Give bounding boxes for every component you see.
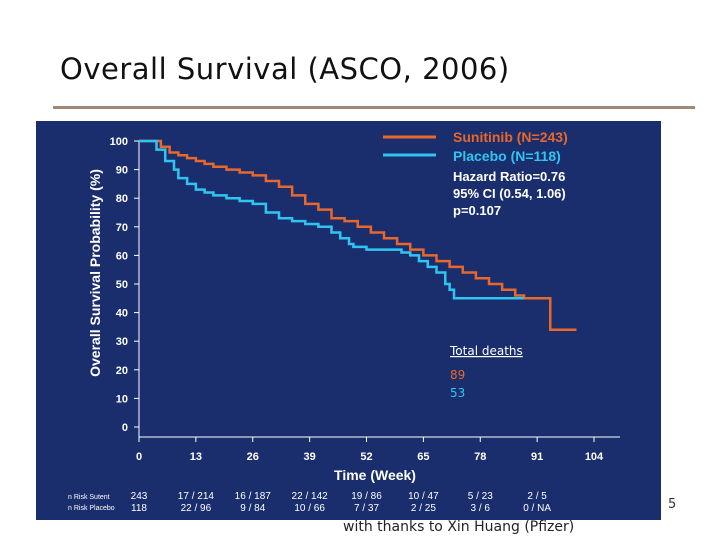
- legend-label-placebo: Placebo (N=118): [453, 148, 561, 164]
- slide-title: Overall Survival (ASCO, 2006): [60, 52, 510, 86]
- credit-text: with thanks to Xin Huang (Pfizer): [343, 519, 575, 535]
- risk-cell-placebo: 118: [131, 503, 147, 514]
- risk-cell-sutent: 19 / 86: [351, 491, 382, 502]
- risk-cell-placebo: 10 / 66: [294, 503, 325, 514]
- risk-cell-sutent: 22 / 142: [292, 491, 329, 502]
- risk-cell-sutent: 2 / 5: [527, 491, 547, 502]
- x-tick-label: 52: [360, 451, 372, 463]
- legend-label-sunitinib: Sunitinib (N=243): [453, 129, 568, 145]
- risk-row-label-placebo: n Risk Placebo: [68, 505, 115, 512]
- y-tick-label: 40: [116, 308, 128, 320]
- sunitinib-curve: [139, 139, 577, 332]
- y-tick-label: 90: [116, 165, 128, 177]
- total-deaths-label: Total deaths: [449, 344, 523, 358]
- placebo-deaths-value: 53: [450, 386, 465, 400]
- slide-number: 5: [668, 497, 677, 512]
- legend-stat: p=0.107: [453, 203, 501, 218]
- x-tick-label: 26: [247, 451, 259, 463]
- placebo-curve: [139, 139, 524, 300]
- y-tick-label: 70: [116, 222, 128, 234]
- y-tick-label: 30: [116, 336, 128, 348]
- risk-cell-sutent: 243: [131, 491, 148, 502]
- title-divider: [53, 106, 695, 109]
- x-tick-label: 0: [136, 451, 142, 463]
- risk-cell-placebo: 7 / 37: [354, 503, 379, 514]
- x-tick-label: 13: [190, 451, 202, 463]
- x-tick-label: 65: [417, 451, 429, 463]
- chart-panel: [36, 121, 661, 520]
- y-tick-label: 100: [110, 136, 128, 148]
- y-tick-label: 10: [116, 393, 128, 405]
- risk-row-label-sutent: n Risk Sutent: [68, 494, 110, 501]
- sunitinib-deaths-value: 89: [450, 368, 465, 382]
- y-axis-label: Overall Survival Probability (%): [87, 169, 103, 377]
- legend-stat: Hazard Ratio=0.76: [453, 169, 565, 184]
- x-tick-label: 91: [531, 451, 543, 463]
- y-tick-label: 50: [116, 279, 128, 291]
- x-tick-label: 78: [474, 451, 486, 463]
- y-tick-label: 20: [116, 365, 128, 377]
- risk-cell-placebo: 2 / 25: [411, 503, 436, 514]
- risk-cell-placebo: 9 / 84: [240, 503, 265, 514]
- x-tick-label: 104: [585, 451, 604, 463]
- risk-cell-sutent: 16 / 187: [235, 491, 272, 502]
- legend-stat: 95% CI (0.54, 1.06): [453, 186, 566, 201]
- risk-cell-sutent: 17 / 214: [178, 491, 215, 502]
- y-tick-label: 0: [122, 422, 128, 434]
- risk-cell-sutent: 10 / 47: [408, 491, 439, 502]
- risk-cell-placebo: 3 / 6: [471, 503, 491, 514]
- risk-cell-sutent: 5 / 23: [468, 491, 493, 502]
- x-tick-label: 39: [304, 451, 316, 463]
- risk-cell-placebo: 0 / NA: [523, 503, 551, 514]
- x-axis-label: Time (Week): [334, 467, 416, 483]
- y-tick-label: 80: [116, 193, 128, 205]
- y-tick-label: 60: [116, 250, 128, 262]
- risk-cell-placebo: 22 / 96: [181, 503, 212, 514]
